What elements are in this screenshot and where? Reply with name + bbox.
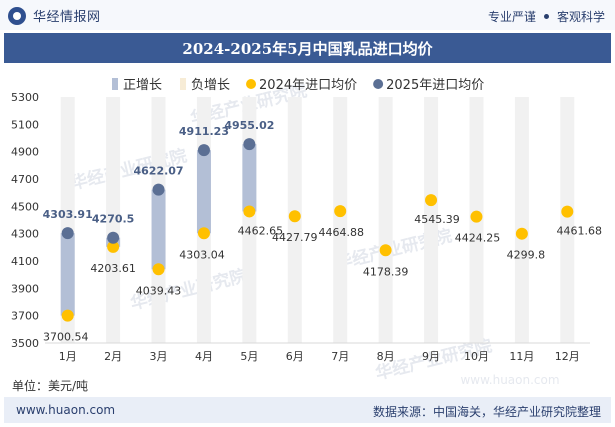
point-2024 (107, 240, 120, 253)
brand: 华经情报网 (8, 6, 101, 25)
point-2024 (470, 210, 483, 223)
y-tick-label: 3700 (11, 310, 39, 323)
growth-bar-positive (196, 150, 211, 234)
legend-swatch (180, 78, 187, 90)
footer-url: www.huaon.com (16, 403, 116, 417)
data-label-2024: 4299.8 (507, 249, 546, 262)
watermark-url: www.huaon.com (460, 373, 559, 387)
x-tick-label: 10月 (464, 350, 489, 363)
data-label-2025: 4270.5 (92, 213, 134, 226)
point-2024 (561, 205, 574, 218)
y-tick-label: 4300 (11, 228, 39, 241)
point-2024 (515, 227, 528, 240)
point-2025 (107, 231, 120, 244)
y-tick-label: 3500 (11, 337, 39, 350)
legend-label: 2024年进口均价 (259, 78, 357, 93)
x-tick-label: 5月 (240, 350, 258, 363)
legend-swatch (112, 78, 118, 90)
point-2024 (197, 227, 210, 240)
x-tick-label: 8月 (377, 350, 395, 363)
growth-bar-positive (242, 144, 257, 212)
point-2024 (334, 205, 347, 218)
logo-icon (8, 6, 26, 25)
unit-label: 单位：美元/吨 (12, 379, 89, 393)
data-label-2024: 4178.39 (363, 265, 409, 278)
data-label-2024: 4545.39 (414, 213, 460, 226)
y-tick-label: 3900 (11, 282, 39, 295)
y-tick-label: 4900 (11, 146, 39, 159)
tagline-right: 客观科学 (556, 10, 605, 24)
legend-marker (246, 79, 257, 89)
y-tick-label: 4100 (11, 255, 39, 268)
dot-icon (543, 14, 549, 19)
brand-name: 华经情报网 (33, 10, 101, 25)
top-bar: 华经情报网 专业严谨 客观科学 (0, 0, 615, 30)
legend-label: 正增长 (123, 78, 162, 93)
x-tick-label: 6月 (286, 350, 304, 363)
chart-title-bar: 2024-2025年5月中国乳品进口均价 (4, 33, 611, 63)
data-label-2024: 3700.54 (43, 331, 89, 344)
point-2025 (243, 138, 256, 151)
data-label-2025: 4955.02 (224, 119, 274, 132)
data-label-2024: 4424.25 (455, 232, 501, 245)
growth-bar-positive (60, 233, 75, 316)
legend-label: 2025年进口均价 (386, 78, 484, 93)
y-tick-label: 5300 (11, 91, 39, 104)
x-tick-label: 11月 (509, 350, 534, 363)
data-label-2025: 4911.23 (179, 125, 229, 138)
point-2024 (379, 244, 392, 257)
column-stripe (424, 97, 439, 343)
column-stripe (242, 97, 257, 343)
tagline: 专业严谨 客观科学 (488, 8, 605, 25)
data-label-2024: 4462.65 (238, 224, 284, 237)
column-stripe (560, 97, 575, 343)
tagline-left: 专业严谨 (487, 10, 536, 24)
point-2025 (61, 227, 74, 240)
x-tick-label: 7月 (331, 350, 349, 363)
x-tick-label: 12月 (555, 350, 580, 363)
x-tick-label: 4月 (195, 350, 213, 363)
point-2024 (61, 309, 74, 322)
x-tick-label: 2月 (104, 350, 122, 363)
point-2024 (152, 263, 165, 276)
column-stripe (378, 97, 393, 343)
point-2024 (425, 194, 438, 207)
x-tick-label: 1月 (59, 350, 77, 363)
data-label-2024: 4464.88 (318, 226, 364, 239)
data-label-2024: 4303.04 (179, 248, 225, 261)
data-label-2024: 4203.61 (90, 262, 136, 275)
y-tick-label: 5100 (11, 118, 39, 131)
legend-marker (373, 79, 384, 89)
column-stripe (514, 97, 529, 343)
y-tick-label: 4700 (11, 173, 39, 186)
point-2025 (152, 183, 165, 196)
data-label-2024: 4427.79 (272, 231, 318, 244)
footer-source: 数据来源：中国海关，华经产业研究院整理 (372, 405, 601, 419)
footer: www.huaon.com 数据来源：中国海关，华经产业研究院整理 (4, 397, 611, 423)
chart-title: 2024-2025年5月中国乳品进口均价 (182, 39, 433, 58)
legend-label: 负增长 (191, 78, 230, 93)
x-tick-label: 3月 (150, 350, 168, 363)
column-stripe (333, 97, 348, 343)
column-stripe (106, 97, 121, 343)
growth-bar-positive (151, 189, 166, 270)
x-tick-label: 9月 (422, 350, 440, 363)
data-label-2025: 4303.91 (43, 208, 93, 221)
data-label-2024: 4039.43 (136, 284, 182, 297)
point-2025 (197, 144, 210, 157)
data-label-2024: 4461.68 (557, 225, 603, 238)
point-2024 (288, 210, 301, 223)
y-tick-label: 4500 (11, 200, 39, 213)
data-label-2025: 4622.07 (133, 165, 183, 178)
point-2024 (243, 205, 256, 218)
